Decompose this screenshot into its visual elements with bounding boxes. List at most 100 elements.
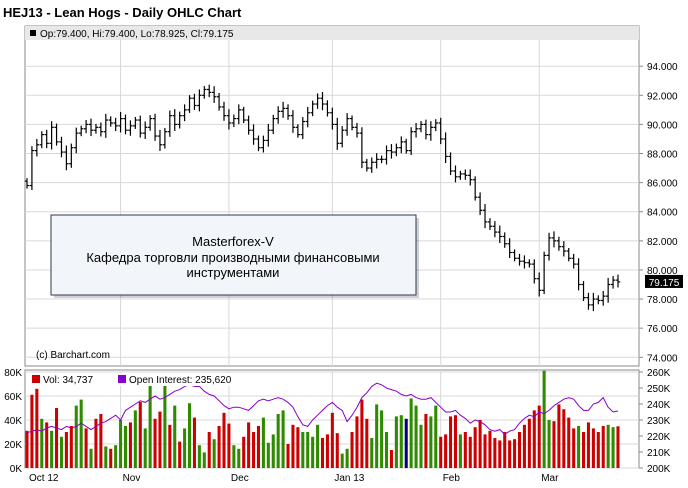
volume-bar [552,421,556,468]
ohlc-bar [251,124,256,145]
volume-bar [242,436,246,468]
ohlc-bar [527,259,532,268]
ohlc-bar [88,118,94,137]
price-tick-label: 84.000 [647,208,678,219]
volume-bar [444,434,448,468]
volume-bar [128,422,132,468]
ohlc-bar [374,153,379,169]
ohlc-bar [591,292,596,312]
ohlc-bar [581,281,586,302]
ohlc-bar [34,138,40,157]
ohlc-bar [54,123,59,146]
volume-bar [202,452,206,468]
ohlc-bar [152,113,158,141]
copyright-text: (c) Barchart.com [36,350,110,361]
volume-bar [478,420,482,468]
volume-tick-label: 0K [10,464,23,475]
annotation-line-1: Masterforex-V [192,234,274,249]
price-tick-label: 88.000 [647,150,678,161]
volume-bar [365,418,369,468]
price-axis: 94.000 92.000 90.000 88.000 86.000 84.000 82.0… [639,62,678,364]
volume-bar [577,426,581,468]
volume-bar [227,423,231,468]
ohlc-bar [167,110,173,137]
volume-bar [606,424,610,468]
volume-bar [424,414,428,468]
volume-bar [256,426,261,468]
annotation-line-2: Кафедра торговли производными финансовым… [86,250,379,265]
price-tick-label: 90.000 [647,120,678,131]
ohlc-bar [211,86,217,103]
ohlc-bar [133,116,138,129]
ohlc-bar [325,100,330,117]
ohlc-bar [162,127,168,149]
ohlc-bar [428,121,434,141]
ohlc-bar [59,136,64,158]
ohlc-bar [271,114,276,134]
volume-bar [325,434,329,468]
ohlc-bar [463,169,468,180]
ohlc-bar [320,92,325,111]
volume-bar [370,438,374,468]
ohlc-bar [507,238,512,258]
ohlc-bar [182,104,187,122]
volume-bar [330,412,334,468]
volume-bar [498,440,502,468]
ohlc-bar [349,115,355,131]
oi-tick-label: 250K [647,384,671,395]
ohlc-bar [605,277,611,303]
ohlc-bar [522,255,527,269]
volume-bar [483,434,487,468]
ohlc-bar [231,114,237,128]
ohlc-bar [596,295,601,305]
volume-bar [148,384,152,468]
ohlc-bar [192,93,197,110]
volume-bar [527,418,531,468]
price-tick-label: 80.000 [647,266,678,277]
ohlc-bar [49,121,54,150]
volume-bar [449,416,453,468]
ohlc-bar [83,119,89,134]
ohlc-bar [487,218,493,231]
volume-bar [266,442,270,468]
ohlc-bar [266,124,271,147]
volume-bar [286,444,290,468]
volume-bar [35,388,39,468]
ohlc-bar [315,93,320,109]
ohlc-bar [389,144,394,159]
volume-bar [453,415,458,468]
volume-bar [114,445,118,468]
volume-bar [601,426,605,468]
volume-bar [197,445,201,468]
volume-bar [586,422,590,468]
volume-bar [138,402,142,468]
ohlc-bar [256,135,261,152]
price-grid [25,40,639,366]
ohlc-bar [113,117,118,132]
ohlc-bar [98,122,104,137]
volume-bar [508,440,512,468]
volume-bar [611,427,615,468]
ohlc-bar [64,145,69,171]
last-price-box [645,274,683,288]
ohlc-bar [221,101,227,121]
volume-bar [532,410,536,468]
volume-bar [439,436,443,468]
ohlc-bar [340,126,345,148]
volume-bar [109,448,113,468]
ohlc-bar [615,274,621,288]
volume-bar [163,380,167,468]
volume-bar [316,424,320,468]
ohlc-bar [78,125,84,137]
ohlc-bar [24,178,30,189]
ohlc-series [24,84,621,312]
volume-bar [522,424,526,468]
date-label: Dec [231,473,249,484]
volume-bar [178,441,182,468]
ohlc-bar [310,100,315,117]
volume-bar [158,411,162,468]
last-price-label: 79.175 [649,278,680,289]
volume-bar [252,432,256,468]
volume-bar [261,417,265,468]
volume-bar [360,399,364,468]
